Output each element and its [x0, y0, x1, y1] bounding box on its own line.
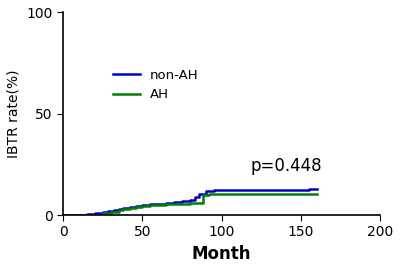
- AH: [92, 214, 97, 217]
- non-AH: [172, 200, 176, 204]
- non-AH: [77, 214, 82, 217]
- AH: [140, 204, 145, 208]
- Legend: non-AH, AH: non-AH, AH: [108, 64, 204, 107]
- non-AH: [92, 211, 97, 215]
- AH: [172, 202, 176, 205]
- X-axis label: Month: Month: [192, 245, 251, 263]
- Y-axis label: IBTR rate(%): IBTR rate(%): [7, 69, 21, 158]
- non-AH: [127, 205, 132, 209]
- non-AH: [251, 188, 256, 191]
- Line: AH: AH: [63, 194, 317, 215]
- non-AH: [219, 188, 224, 191]
- AH: [306, 192, 311, 195]
- AH: [180, 202, 184, 205]
- AH: [188, 201, 192, 205]
- AH: [164, 202, 168, 205]
- AH: [196, 201, 200, 205]
- non-AH: [197, 192, 202, 195]
- AH: [148, 203, 153, 207]
- AH: [314, 192, 319, 195]
- non-AH: [61, 214, 66, 217]
- non-AH: [164, 201, 168, 205]
- non-AH: [180, 199, 184, 202]
- AH: [61, 214, 66, 217]
- AH: [108, 210, 113, 214]
- non-AH: [134, 204, 138, 208]
- AH: [251, 192, 256, 195]
- non-AH: [188, 198, 192, 201]
- non-AH: [140, 203, 145, 207]
- AH: [116, 208, 121, 212]
- AH: [100, 211, 105, 215]
- AH: [200, 193, 205, 197]
- non-AH: [211, 188, 216, 191]
- AH: [206, 192, 211, 195]
- AH: [134, 205, 138, 209]
- AH: [121, 207, 126, 211]
- AH: [127, 206, 132, 210]
- non-AH: [203, 189, 208, 193]
- non-AH: [192, 195, 197, 198]
- non-AH: [116, 207, 121, 211]
- non-AH: [314, 187, 319, 190]
- Line: non-AH: non-AH: [63, 189, 317, 215]
- non-AH: [85, 212, 90, 216]
- non-AH: [105, 210, 110, 213]
- non-AH: [112, 208, 116, 212]
- non-AH: [306, 187, 311, 190]
- non-AH: [156, 202, 161, 205]
- Text: p=0.448: p=0.448: [250, 157, 322, 174]
- non-AH: [148, 202, 153, 205]
- non-AH: [100, 210, 105, 214]
- non-AH: [121, 206, 126, 210]
- AH: [156, 203, 161, 207]
